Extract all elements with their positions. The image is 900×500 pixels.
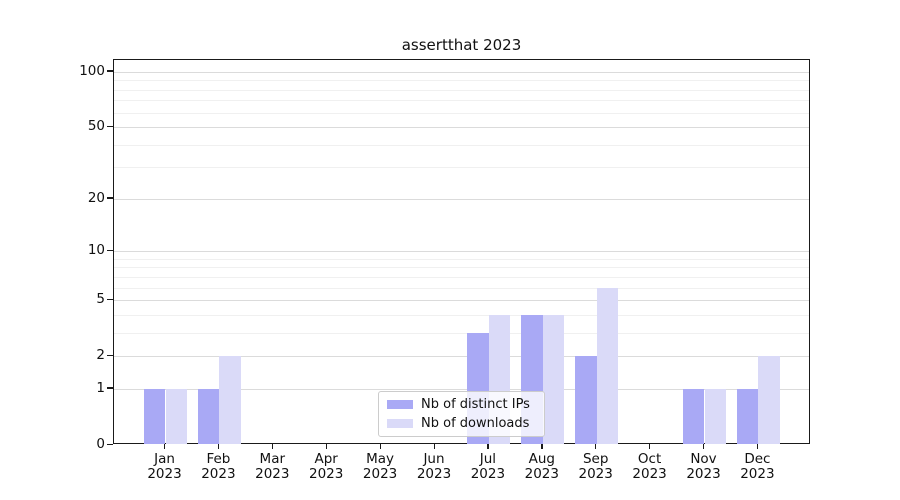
gridline [114, 89, 809, 91]
x-axis-tick-label: Mar 2023 [255, 451, 290, 482]
x-axis-tick-label: Aug 2023 [524, 451, 559, 482]
x-axis-tick-mark [487, 444, 489, 449]
gridline [114, 287, 809, 289]
x-axis-tick-mark [595, 444, 597, 449]
x-axis-tick-label: Apr 2023 [309, 451, 344, 482]
x-axis-tick-mark [433, 444, 435, 449]
y-axis-tick-label: 2 [96, 347, 105, 364]
bar-jan-distinct-ips [143, 388, 166, 444]
gridline [114, 112, 809, 114]
x-axis-tick-mark [756, 444, 759, 449]
y-axis-tick-mark [107, 125, 113, 128]
gridline [114, 198, 809, 200]
bar-aug-downloads [542, 314, 565, 444]
legend-entry-distinct-ips: Nb of distinct IPs [387, 397, 536, 412]
bar-nov-downloads [704, 388, 727, 444]
legend-swatch-distinct-ips-icon [387, 400, 413, 409]
y-axis-tick-label: 20 [87, 189, 105, 206]
y-axis-tick-label: 100 [79, 62, 105, 79]
y-axis-tick-mark [107, 197, 113, 199]
bar-sep-distinct-ips [575, 356, 597, 444]
gridline [114, 267, 809, 269]
gridline [114, 356, 809, 358]
x-axis-tick-label: May 2023 [362, 451, 398, 482]
legend-label-distinct-ips: Nb of distinct IPs [421, 397, 530, 412]
x-axis-tick-label: Jan 2023 [147, 451, 182, 482]
y-axis-tick-mark [107, 387, 113, 389]
y-axis-tick-label: 50 [87, 118, 105, 135]
legend-swatch-downloads-icon [387, 419, 413, 428]
x-axis-tick-mark [541, 444, 543, 449]
x-axis-tick-mark [379, 444, 381, 449]
gridline [114, 300, 809, 302]
x-axis-tick-label: Dec 2023 [740, 451, 775, 482]
y-axis-tick-mark [107, 298, 113, 300]
bar-feb-downloads [219, 356, 241, 444]
gridline [114, 332, 809, 334]
x-axis-tick-label: Sep 2023 [578, 451, 613, 482]
chart-title: assertthat 2023 [401, 36, 522, 54]
legend-entry-downloads: Nb of downloads [387, 416, 536, 431]
x-axis-tick-label: Jun 2023 [416, 451, 452, 482]
y-axis-tick-label: 10 [87, 242, 105, 259]
x-axis-tick-mark [164, 444, 166, 449]
bar-dec-downloads [758, 356, 780, 444]
x-axis-tick-mark [325, 444, 327, 449]
x-axis-tick-mark [271, 444, 274, 449]
y-axis-tick-label: 1 [96, 379, 105, 396]
x-axis-tick-label: Nov 2023 [686, 451, 721, 482]
legend: Nb of distinct IPs Nb of downloads [378, 391, 545, 437]
gridline [114, 167, 809, 169]
gridline [114, 388, 809, 390]
y-axis-tick-label: 0 [96, 436, 105, 452]
gridline [114, 71, 809, 73]
y-axis-tick-mark [107, 70, 113, 72]
x-axis-tick-label: Feb 2023 [201, 451, 236, 482]
y-axis-tick-mark [107, 249, 113, 251]
x-axis-tick-label: Oct 2023 [632, 451, 667, 482]
gridline [114, 127, 809, 129]
bar-sep-downloads [596, 287, 619, 444]
gridline [114, 144, 809, 146]
gridline [114, 276, 809, 278]
bar-jan-downloads [165, 388, 188, 444]
gridline [114, 80, 809, 82]
legend-label-downloads: Nb of downloads [421, 416, 530, 431]
plot-area [113, 59, 810, 444]
gridline [114, 251, 809, 253]
y-axis-tick-mark [107, 354, 113, 356]
x-axis-tick-mark [649, 444, 651, 449]
gridline [114, 258, 809, 260]
bar-feb-distinct-ips [197, 388, 220, 444]
gridline [114, 314, 809, 316]
x-axis-tick-mark [217, 444, 220, 449]
gridline [114, 100, 809, 102]
x-axis-tick-mark [703, 444, 705, 449]
y-axis-tick-label: 5 [96, 291, 105, 308]
bar-nov-distinct-ips [682, 388, 705, 444]
x-axis-tick-label: Jul 2023 [470, 451, 506, 482]
bar-dec-distinct-ips [736, 388, 759, 444]
y-axis-tick-mark [107, 443, 113, 445]
